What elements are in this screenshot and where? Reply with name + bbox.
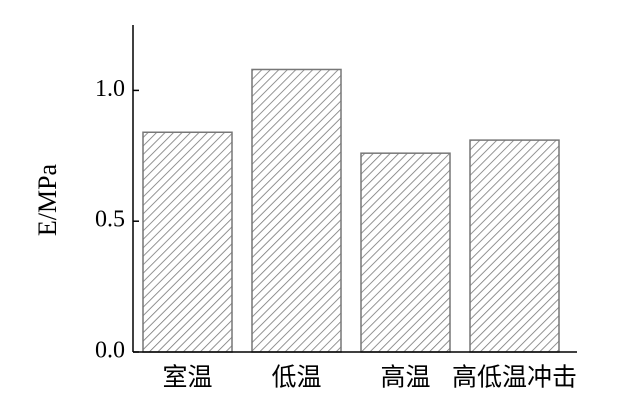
- y-axis-label: E/MPa: [33, 163, 62, 236]
- y-tick-label: 1.0: [95, 76, 125, 102]
- bar: [251, 68, 342, 353]
- x-tick-label: 高低温冲击: [452, 364, 577, 392]
- x-tick-label: 低温: [271, 364, 321, 392]
- x-tick-label: 高温: [380, 364, 430, 392]
- bar: [469, 139, 560, 353]
- bar: [142, 131, 233, 353]
- bar: [360, 152, 451, 353]
- y-tick-label: 0.0: [95, 338, 125, 364]
- x-tick-label: 室温: [162, 364, 212, 392]
- y-tick-label: 0.5: [95, 207, 125, 233]
